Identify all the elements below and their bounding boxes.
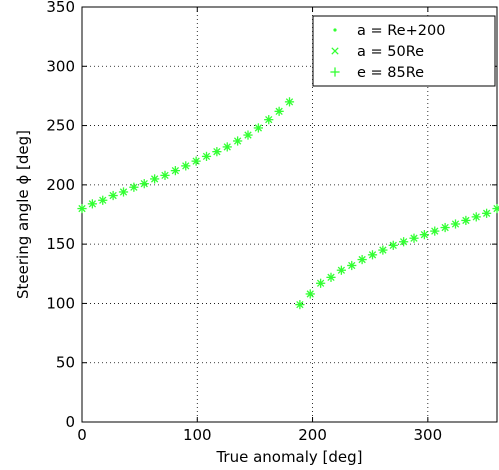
legend-box: [312, 15, 496, 87]
point-s2-18: [264, 115, 274, 125]
point-s2-22: [305, 289, 315, 299]
point-s2-16: [243, 130, 253, 140]
point-s2-12: [201, 151, 212, 161]
legend-label-2: e = 85Re: [357, 65, 424, 81]
point-s2-20: [284, 97, 295, 107]
y-tick-label-150: 150: [46, 235, 75, 253]
point-s2-34: [430, 226, 440, 236]
point-s2-14: [222, 142, 232, 152]
y-axis-label: Steering angle ϕ [deg]: [14, 130, 32, 299]
point-s2-25: [336, 265, 346, 275]
y-tick-label-100: 100: [46, 294, 75, 312]
point-s2-38: [471, 212, 481, 222]
point-s2-33: [419, 230, 429, 240]
legend-marker-shape-0: [333, 28, 337, 32]
point-s2-5: [129, 182, 139, 192]
point-s2-3: [108, 190, 118, 201]
point-s2-0: [77, 203, 87, 214]
point-s2-11: [191, 156, 201, 166]
point-s2-35: [440, 222, 450, 233]
point-s2-40: [492, 203, 499, 214]
point-s2-4: [118, 187, 129, 197]
point-s2-6: [139, 179, 149, 189]
point-s2-13: [212, 147, 222, 157]
x-tick-label-200: 200: [298, 426, 327, 444]
data-marks: [77, 97, 499, 310]
point-s2-19: [274, 106, 284, 116]
plot-frame: [81, 6, 498, 423]
point-s2-7: [150, 174, 160, 184]
point-s2-32: [409, 233, 419, 243]
legend-entry-1: a = 50Re: [331, 44, 424, 60]
point-s2-36: [450, 219, 461, 229]
point-s2-31: [399, 237, 409, 247]
legend-marker-shape-1: [331, 47, 339, 55]
point-s2-24: [326, 272, 336, 282]
point-s2-37: [461, 215, 471, 226]
point-s2-30: [388, 240, 398, 250]
point-s2-17: [253, 123, 263, 133]
point-s2-23: [316, 278, 326, 288]
point-s2-28: [367, 250, 378, 260]
point-s2-10: [181, 161, 191, 171]
axis-ticks: 0 100 200 300 0 50 100 150 200 250 300 350: [46, 0, 497, 444]
point-s2-9: [170, 166, 180, 176]
x-tick-label-100: 100: [183, 426, 212, 444]
legend-label-1: a = 50Re: [357, 44, 424, 60]
point-s2-8: [160, 170, 170, 180]
y-tick-label-200: 200: [46, 176, 75, 194]
x-tick-label-0: 0: [77, 426, 87, 444]
point-s2-39: [482, 208, 492, 218]
legend-entry-0: a = Re+200: [333, 23, 445, 39]
legend-marker-x: [331, 47, 339, 55]
legend-label-0: a = Re+200: [357, 23, 445, 39]
point-s2-1: [87, 199, 97, 209]
point-s2-21: [295, 300, 305, 310]
point-s2-26: [347, 260, 357, 271]
y-tick-label-250: 250: [46, 117, 75, 135]
y-tick-label-0: 0: [65, 413, 75, 431]
y-tick-label-50: 50: [56, 354, 75, 372]
point-s2-15: [233, 136, 243, 146]
x-axis-label: True anomaly [deg]: [215, 448, 362, 466]
legend-marker-dot: [333, 28, 337, 32]
point-s2-29: [378, 245, 388, 255]
legend-marker-plus: [330, 67, 340, 77]
legend: a = Re+200 a = 50Re e = 85Re: [312, 15, 496, 87]
legend-entry-2: e = 85Re: [330, 65, 424, 81]
point-s2-2: [98, 195, 108, 205]
point-s2-27: [357, 254, 367, 265]
legend-marker-shape-2: [330, 67, 340, 77]
x-tick-label-300: 300: [414, 426, 443, 444]
y-tick-label-300: 300: [46, 57, 75, 75]
y-tick-label-350: 350: [46, 0, 75, 16]
